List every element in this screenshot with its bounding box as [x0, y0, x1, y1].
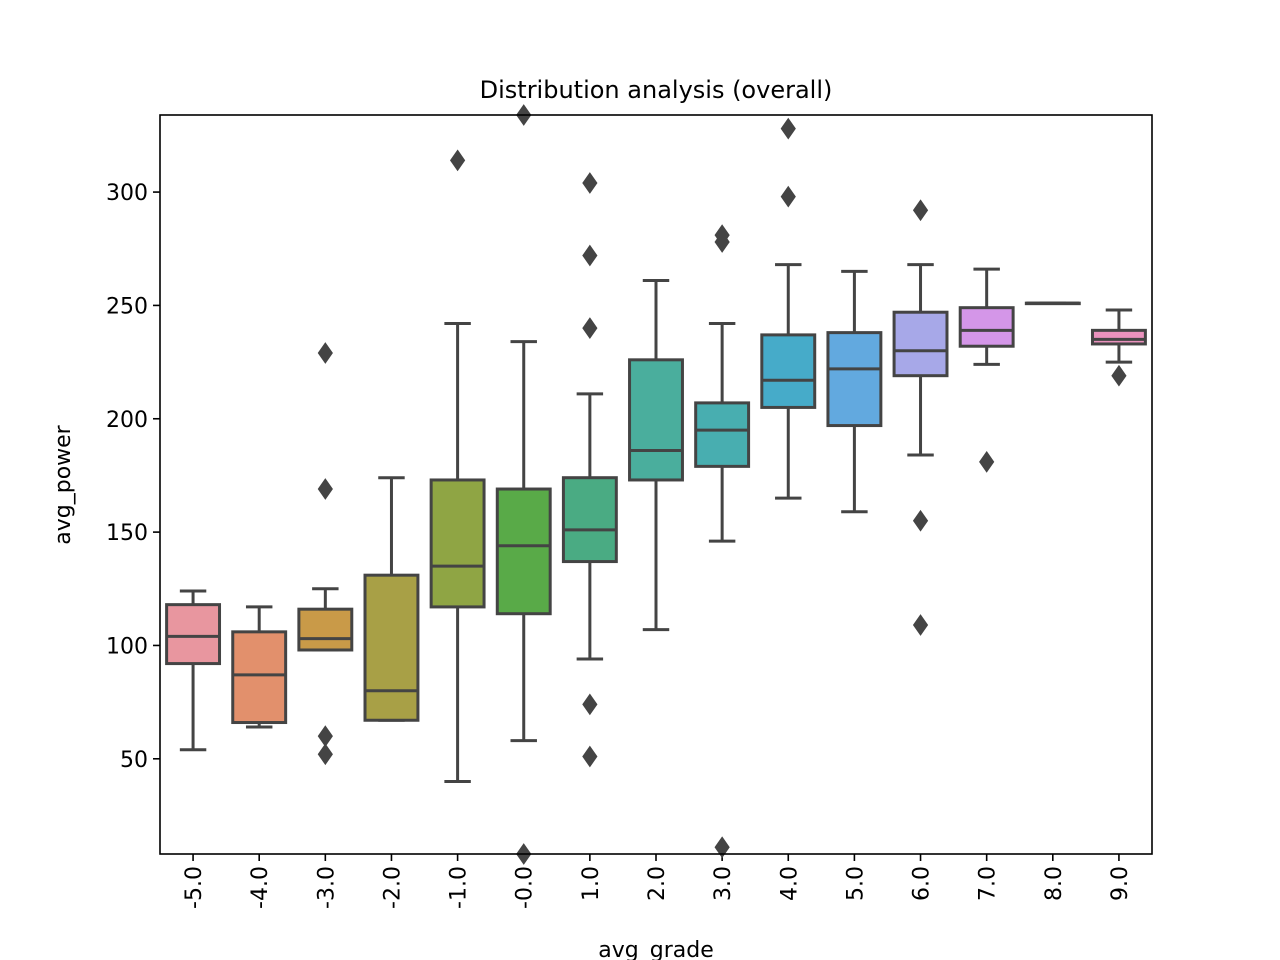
- outlier-point: [582, 172, 598, 194]
- chart-title: Distribution analysis (overall): [480, 76, 833, 104]
- box-body: [231, 630, 288, 725]
- box-body: [760, 333, 817, 409]
- box-body: [826, 331, 883, 428]
- x-tick-label: 7.0: [976, 866, 1001, 901]
- box-body: [694, 401, 751, 468]
- x-tick-label: 1.0: [579, 866, 604, 901]
- box-body: [495, 487, 552, 616]
- outlier-point: [714, 231, 730, 253]
- outlier-point: [780, 185, 796, 208]
- outlier-point: [912, 614, 929, 636]
- x-tick-label: -2.0: [380, 866, 405, 909]
- box-body: [1090, 328, 1147, 346]
- x-tick-label: -5.0: [182, 866, 207, 909]
- outlier-point: [582, 693, 598, 716]
- x-tick-label: 8.0: [1042, 866, 1067, 901]
- x-tick-label: 2.0: [645, 866, 670, 901]
- x-tick-label: -0.0: [513, 866, 538, 909]
- y-tick-label: 200: [106, 408, 148, 433]
- box-body: [165, 603, 222, 666]
- outlier-point: [317, 478, 333, 500]
- x-axis-label: avg_grade: [598, 938, 713, 960]
- y-tick-label: 50: [120, 748, 148, 773]
- x-tick-label: -3.0: [314, 866, 339, 909]
- outlier-point: [582, 745, 598, 768]
- x-tick-label: 3.0: [711, 866, 736, 901]
- box-body: [297, 607, 354, 652]
- outlier-point: [1111, 364, 1127, 387]
- outlier-point: [582, 317, 598, 339]
- outlier-point: [714, 836, 730, 859]
- outlier-point: [317, 342, 333, 364]
- x-tick-label: -1.0: [447, 866, 472, 909]
- box-body: [363, 573, 420, 722]
- x-tick-label: 9.0: [1108, 866, 1133, 901]
- outlier-point: [912, 199, 929, 222]
- outlier-point: [979, 450, 995, 473]
- y-tick-label: 250: [106, 294, 148, 319]
- outlier-point: [582, 244, 598, 267]
- box-body: [628, 358, 684, 482]
- box-body: [561, 476, 618, 564]
- y-tick-label: 150: [106, 521, 148, 546]
- x-tick-label: 6.0: [910, 866, 935, 901]
- y-tick-label: 300: [106, 181, 148, 206]
- box-body: [892, 310, 949, 378]
- y-axis-label: avg_power: [51, 424, 76, 544]
- box-body: [429, 478, 486, 609]
- outlier-point: [912, 509, 929, 532]
- x-tick-label: -4.0: [248, 866, 273, 909]
- plot-frame: [159, 114, 1153, 855]
- plot-marks: 50 100 150 200 250 300 -5.0 -4.0 -3.0 -2.0 -1.0 -0.…: [106, 104, 1147, 909]
- outlier-point: [317, 743, 333, 766]
- outlier-point: [449, 149, 466, 172]
- x-tick-label: 5.0: [843, 866, 868, 901]
- y-tick-label: 100: [106, 634, 148, 659]
- box-body: [958, 306, 1015, 348]
- outlier-point: [780, 117, 796, 140]
- x-tick-label: 4.0: [777, 866, 802, 901]
